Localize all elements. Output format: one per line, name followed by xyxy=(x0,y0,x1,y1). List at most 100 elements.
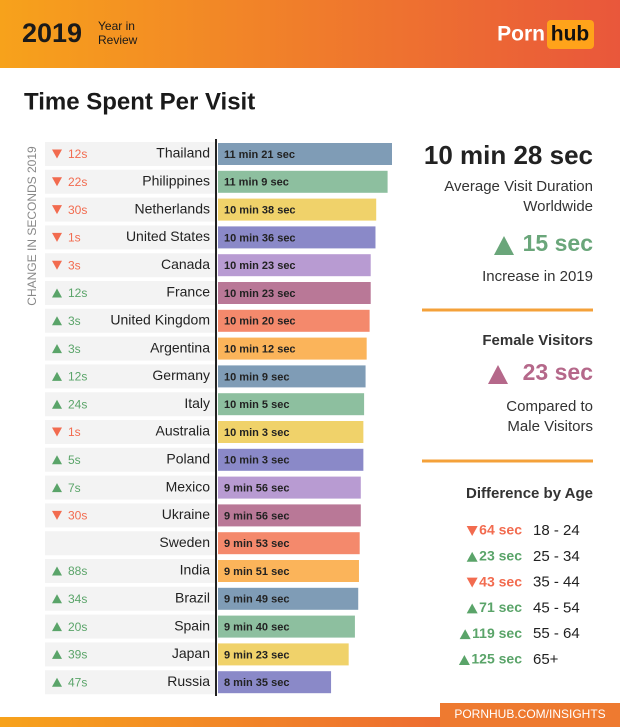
bar xyxy=(218,476,361,499)
footer-link[interactable]: PORNHUB.COM/INSIGHTS xyxy=(454,707,605,721)
up-arrow xyxy=(494,236,514,255)
logo-left: Porn xyxy=(497,23,545,46)
row-band xyxy=(45,670,216,695)
change-label: 7s xyxy=(68,481,81,495)
age-range: 45 - 54 xyxy=(533,599,580,616)
change-label: 30s xyxy=(68,203,87,217)
category-label: Brazil xyxy=(175,590,210,606)
up-arrow xyxy=(459,629,471,640)
change-label: 34s xyxy=(68,592,87,606)
row-band xyxy=(45,531,216,556)
female-caption: Male Visitors xyxy=(507,418,593,435)
bar-label: 9 min 51 sec xyxy=(224,566,289,578)
up-arrow xyxy=(52,566,62,576)
header-tagline: Review xyxy=(98,33,138,47)
row-band xyxy=(45,475,216,500)
category-label: India xyxy=(180,562,211,578)
category-label: Russia xyxy=(167,673,210,689)
age-range: 65+ xyxy=(533,651,559,668)
change-label: 47s xyxy=(68,675,87,689)
bar-label: 10 min 5 sec xyxy=(224,399,289,411)
age-change: 125 sec xyxy=(471,651,522,667)
bar-label: 10 min 23 sec xyxy=(224,288,296,300)
row-band xyxy=(45,364,216,389)
up-arrow xyxy=(52,344,62,354)
row-band xyxy=(45,308,216,333)
overall-caption: Worldwide xyxy=(523,198,593,215)
bar-label: 10 min 12 sec xyxy=(224,344,296,356)
row-band xyxy=(45,447,216,472)
footer-bar xyxy=(0,717,620,727)
bar-label: 11 min 21 sec xyxy=(224,149,295,161)
bar xyxy=(218,532,360,555)
row-band xyxy=(45,142,216,166)
bar xyxy=(218,587,359,610)
row-band xyxy=(45,253,216,278)
up-arrow xyxy=(52,316,62,326)
category-label: Netherlands xyxy=(135,200,211,216)
age-title: Difference by Age xyxy=(466,485,593,502)
age-change: 23 sec xyxy=(479,548,522,564)
increase-value: 15 sec xyxy=(523,230,594,256)
chart-title: Time Spent Per Visit xyxy=(24,88,255,115)
logo-right: hub xyxy=(551,23,589,46)
category-label: United States xyxy=(126,228,210,244)
bar-label: 9 min 40 sec xyxy=(224,622,289,634)
up-arrow xyxy=(458,655,470,665)
age-range: 55 - 64 xyxy=(533,625,580,642)
change-label: 12s xyxy=(68,147,87,161)
change-label: 5s xyxy=(68,453,81,467)
bar-label: 10 min 3 sec xyxy=(224,455,289,467)
bar xyxy=(218,365,366,388)
down-arrow xyxy=(52,510,62,520)
change-label: 24s xyxy=(68,397,87,411)
up-arrow xyxy=(52,622,62,632)
down-arrow xyxy=(52,177,62,187)
bar xyxy=(218,643,349,666)
female-title: Female Visitors xyxy=(482,332,593,349)
bar xyxy=(218,421,364,443)
bar-label: 8 min 35 sec xyxy=(224,677,289,689)
change-label: 1s xyxy=(68,425,81,439)
age-change: 71 sec xyxy=(479,599,522,615)
category-label: Poland xyxy=(166,451,210,467)
bar-label: 10 min 20 sec xyxy=(224,316,296,328)
female-change: 23 sec xyxy=(523,359,594,385)
header-bar xyxy=(0,0,620,68)
bar xyxy=(218,560,359,582)
row-band xyxy=(45,559,216,583)
down-arrow xyxy=(52,205,62,215)
bar-label: 9 min 49 sec xyxy=(224,594,289,606)
down-arrow xyxy=(52,232,62,242)
row-band xyxy=(45,281,216,305)
change-label: 1s xyxy=(68,231,81,245)
bar xyxy=(218,198,377,221)
down-arrow xyxy=(52,149,62,159)
category-label: Spain xyxy=(174,617,210,633)
bar-label: 9 min 53 sec xyxy=(224,538,289,550)
category-label: Australia xyxy=(156,423,211,439)
bar xyxy=(218,504,361,527)
bar xyxy=(218,615,355,638)
category-label: Sweden xyxy=(159,534,210,550)
change-label: 12s xyxy=(68,370,87,384)
female-caption: Compared to xyxy=(506,398,593,415)
row-band xyxy=(45,392,216,417)
age-range: 18 - 24 xyxy=(533,522,580,539)
bar xyxy=(218,226,376,249)
change-label: 30s xyxy=(68,509,87,523)
bar-label: 10 min 38 sec xyxy=(224,205,296,217)
category-label: Italy xyxy=(184,395,210,411)
bar-label: 10 min 36 sec xyxy=(224,232,296,244)
change-axis-label: CHANGE IN SECONDS 2019 xyxy=(25,146,39,306)
up-arrow xyxy=(52,288,62,298)
category-label: Thailand xyxy=(156,145,210,161)
up-arrow xyxy=(52,455,62,465)
category-label: France xyxy=(166,284,210,300)
bar-label: 10 min 9 sec xyxy=(224,371,289,383)
bar xyxy=(218,282,371,304)
age-change: 64 sec xyxy=(479,522,522,538)
age-change: 119 sec xyxy=(472,625,522,641)
row-band xyxy=(45,169,216,194)
